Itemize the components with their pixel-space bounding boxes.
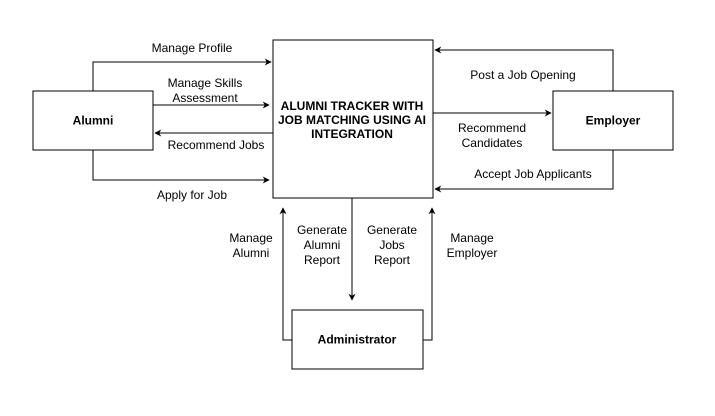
node-administrator[interactable]: Administrator xyxy=(291,309,424,370)
label-generate-jobs-report-line1: Generate xyxy=(367,223,417,237)
label-recommend-candidates-line1: Recommend xyxy=(458,121,526,135)
label-recommend-jobs: Recommend Jobs xyxy=(168,138,265,152)
label-post-job-opening: Post a Job Opening xyxy=(470,68,575,82)
label-manage-employer-line1: Manage xyxy=(450,231,494,245)
node-employer[interactable]: Employer xyxy=(552,90,674,151)
label-accept-job-applicants: Accept Job Applicants xyxy=(474,167,591,181)
label-recommend-candidates-line2: Candidates xyxy=(462,136,523,150)
edge-post-job-opening xyxy=(434,46,614,91)
node-system-label-line2: JOB MATCHING USING AI xyxy=(278,113,426,127)
edge-accept-job-applicants xyxy=(434,150,614,193)
label-generate-alumni-report-line2: Alumni xyxy=(304,238,341,252)
node-system-label-line1: ALUMNI TRACKER WITH xyxy=(281,99,424,113)
node-alumni-label: Alumni xyxy=(73,114,114,128)
edge-manage-profile xyxy=(92,58,272,91)
node-alumni[interactable]: Alumni xyxy=(32,90,154,151)
edge-manage-employer xyxy=(423,207,436,341)
label-manage-skills-line2: Assessment xyxy=(172,91,238,105)
edge-manage-alumni xyxy=(279,207,292,341)
node-system-label-line3: INTEGRATION xyxy=(311,127,393,141)
label-manage-alumni-line1: Manage xyxy=(229,231,273,245)
label-generate-alumni-report-line3: Report xyxy=(304,253,341,267)
label-manage-skills-line1: Manage Skills xyxy=(168,76,243,90)
node-administrator-label: Administrator xyxy=(318,333,397,347)
label-manage-profile: Manage Profile xyxy=(152,41,233,55)
node-employer-label: Employer xyxy=(586,114,641,128)
label-apply-for-job: Apply for Job xyxy=(157,188,227,202)
edge-apply-for-job xyxy=(92,150,270,184)
label-manage-employer-line2: Employer xyxy=(447,246,498,260)
label-generate-jobs-report-line3: Report xyxy=(374,253,411,267)
label-generate-jobs-report-line2: Jobs xyxy=(379,238,404,252)
label-manage-alumni-line2: Alumni xyxy=(233,246,270,260)
node-system[interactable]: ALUMNI TRACKER WITH JOB MATCHING USING A… xyxy=(272,39,434,199)
label-generate-alumni-report-line1: Generate xyxy=(297,223,347,237)
